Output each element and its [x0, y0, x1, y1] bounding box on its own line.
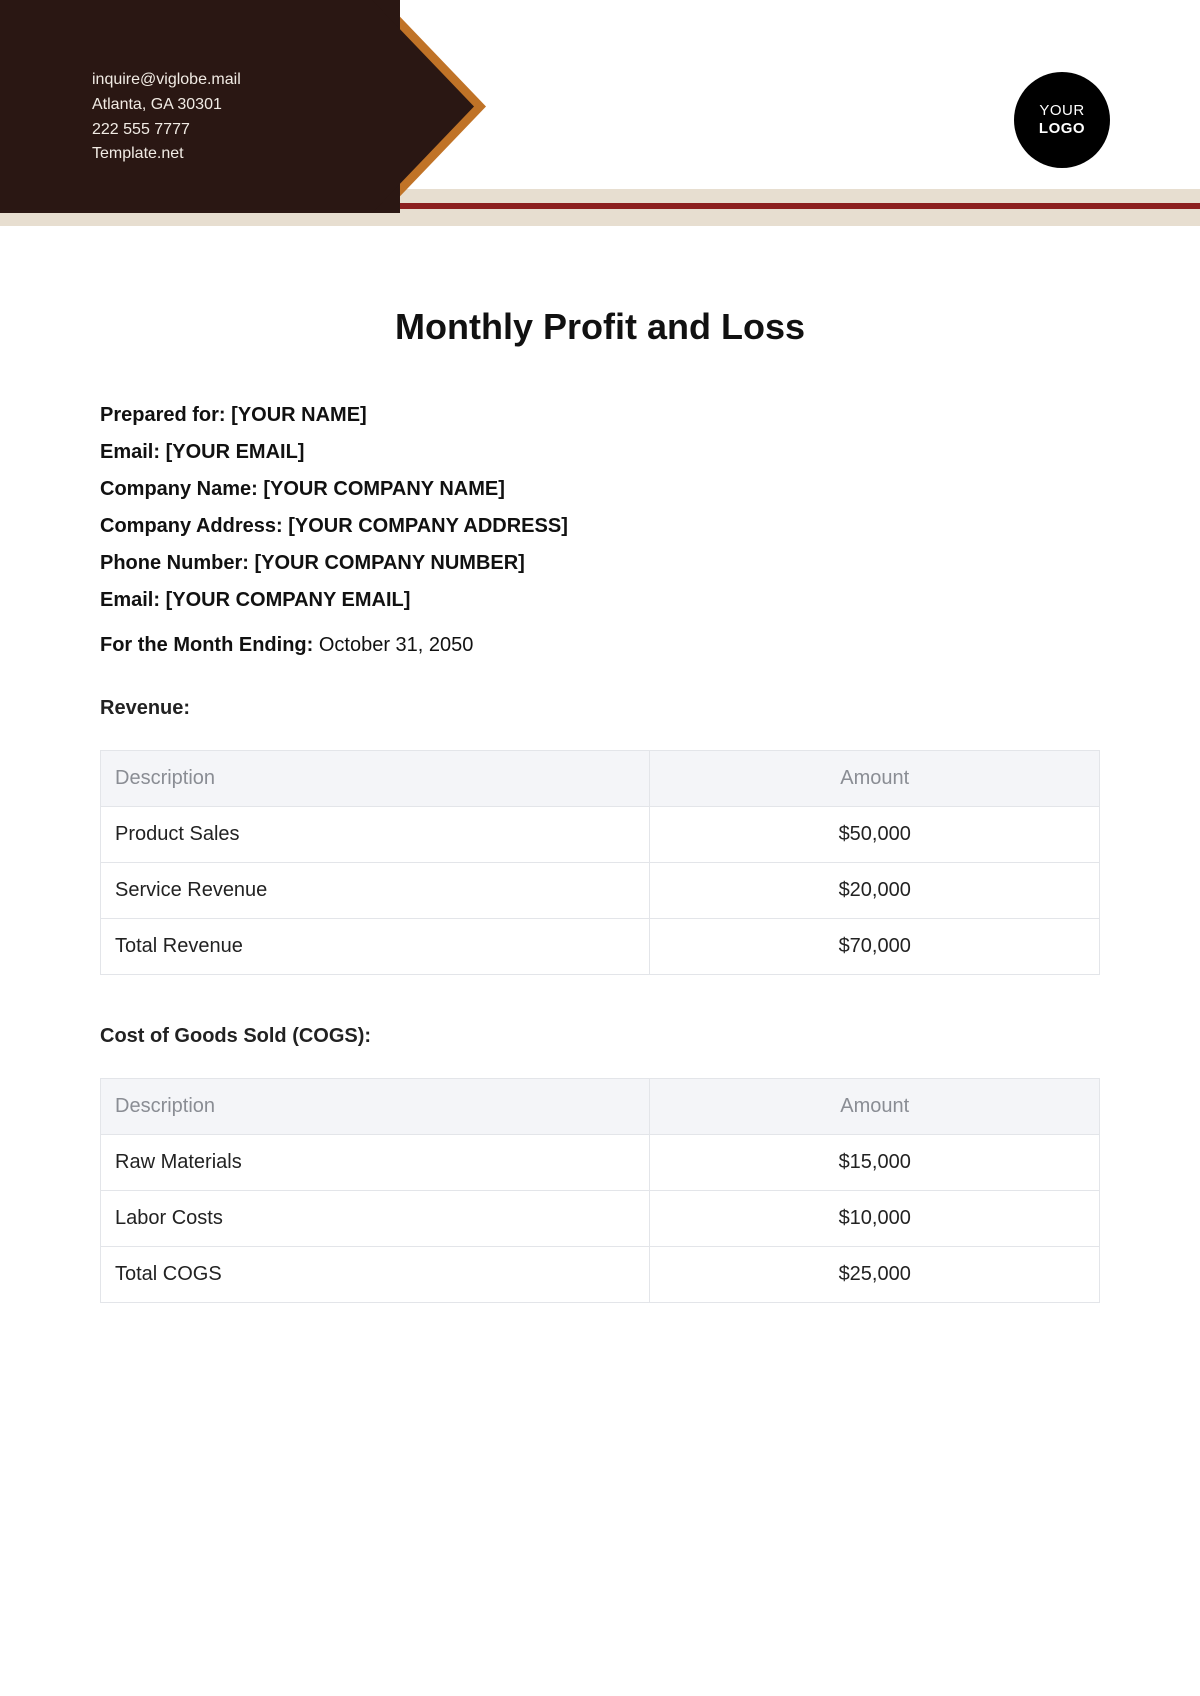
table-row: Labor Costs $10,000	[101, 1191, 1100, 1247]
cell-amount: $20,000	[650, 863, 1100, 919]
logo-badge: YOUR LOGO	[1014, 72, 1110, 168]
meta-label: Phone Number:	[100, 552, 249, 574]
meta-value: [YOUR COMPANY NUMBER]	[254, 552, 524, 574]
table-header-row: Description Amount	[101, 1079, 1100, 1135]
cogs-table-wrap: Description Amount Raw Materials $15,000…	[100, 1078, 1100, 1303]
meta-value: [YOUR NAME]	[231, 404, 367, 426]
meta-label: Prepared for:	[100, 404, 226, 426]
meta-ending: For the Month Ending: October 31, 2050	[100, 634, 1100, 657]
table-row: Service Revenue $20,000	[101, 863, 1100, 919]
cell-description: Total Revenue	[101, 919, 650, 975]
meta-line: Phone Number: [YOUR COMPANY NUMBER]	[100, 552, 1100, 575]
logo-line1: YOUR	[1039, 102, 1085, 120]
meta-line: Company Address: [YOUR COMPANY ADDRESS]	[100, 515, 1100, 538]
meta-label: Company Address:	[100, 515, 283, 537]
meta-line: Email: [YOUR COMPANY EMAIL]	[100, 589, 1100, 612]
cell-description: Service Revenue	[101, 863, 650, 919]
cell-amount: $50,000	[650, 807, 1100, 863]
logo-line2: LOGO	[1039, 120, 1085, 138]
meta-line: Email: [YOUR EMAIL]	[100, 441, 1100, 464]
col-description: Description	[101, 751, 650, 807]
cell-description: Product Sales	[101, 807, 650, 863]
revenue-table-wrap: Description Amount Product Sales $50,000…	[100, 750, 1100, 975]
header-contact: inquire@viglobe.mail Atlanta, GA 30301 2…	[92, 68, 241, 167]
cell-amount: $25,000	[650, 1247, 1100, 1303]
cogs-table: Description Amount Raw Materials $15,000…	[100, 1078, 1100, 1303]
cell-description: Labor Costs	[101, 1191, 650, 1247]
page-title: Monthly Profit and Loss	[100, 306, 1100, 348]
cell-description: Total COGS	[101, 1247, 650, 1303]
table-row: Product Sales $50,000	[101, 807, 1100, 863]
meta-label: Email:	[100, 589, 160, 611]
meta-label: Email:	[100, 441, 160, 463]
meta-value: [YOUR COMPANY EMAIL]	[166, 589, 411, 611]
revenue-table: Description Amount Product Sales $50,000…	[100, 750, 1100, 975]
meta-block: Prepared for: [YOUR NAME] Email: [YOUR E…	[100, 404, 1100, 657]
meta-value: [YOUR COMPANY ADDRESS]	[288, 515, 568, 537]
meta-ending-label: For the Month Ending:	[100, 634, 313, 656]
page-root: inquire@viglobe.mail Atlanta, GA 30301 2…	[0, 0, 1200, 1696]
meta-label: Company Name:	[100, 478, 258, 500]
table-header-row: Description Amount	[101, 751, 1100, 807]
cell-description: Raw Materials	[101, 1135, 650, 1191]
meta-ending-value: October 31, 2050	[319, 634, 474, 656]
meta-line: Company Name: [YOUR COMPANY NAME]	[100, 478, 1100, 501]
meta-value: [YOUR EMAIL]	[166, 441, 305, 463]
meta-line: Prepared for: [YOUR NAME]	[100, 404, 1100, 427]
section-title-revenue: Revenue:	[100, 697, 1100, 720]
header-dark-arrow	[344, 0, 474, 213]
col-amount: Amount	[650, 751, 1100, 807]
contact-address: Atlanta, GA 30301	[92, 93, 241, 118]
col-amount: Amount	[650, 1079, 1100, 1135]
content: Monthly Profit and Loss Prepared for: [Y…	[100, 290, 1100, 1353]
table-row: Total COGS $25,000	[101, 1247, 1100, 1303]
section-title-cogs: Cost of Goods Sold (COGS):	[100, 1025, 1100, 1048]
meta-value: [YOUR COMPANY NAME]	[263, 478, 504, 500]
contact-phone: 222 555 7777	[92, 118, 241, 143]
contact-email: inquire@viglobe.mail	[92, 68, 241, 93]
col-description: Description	[101, 1079, 650, 1135]
cell-amount: $15,000	[650, 1135, 1100, 1191]
cell-amount: $10,000	[650, 1191, 1100, 1247]
table-row: Raw Materials $15,000	[101, 1135, 1100, 1191]
contact-site: Template.net	[92, 142, 241, 167]
table-row: Total Revenue $70,000	[101, 919, 1100, 975]
cell-amount: $70,000	[650, 919, 1100, 975]
